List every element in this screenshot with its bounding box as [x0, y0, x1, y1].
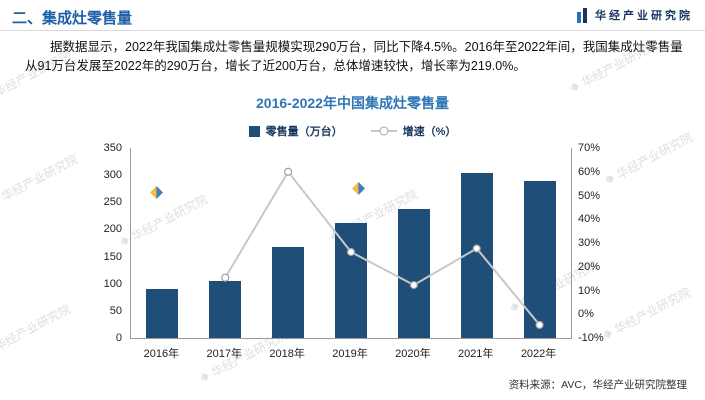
page-title: 二、集成灶零售量	[12, 10, 133, 27]
x-axis-label: 2019年	[332, 348, 368, 360]
bar-series-label: 零售量（万台）	[265, 126, 343, 138]
right-axis-tick: 30%	[578, 237, 601, 249]
line-series-label: 增速（%）	[402, 126, 457, 138]
right-axis-tick: 60%	[578, 165, 601, 178]
bar	[272, 246, 305, 338]
left-axis-tick: 0	[115, 332, 122, 344]
legend-item-line: 增速（%）	[370, 123, 457, 139]
growth-line-layer	[221, 167, 544, 330]
chart-legend: 零售量（万台） 增速（%）	[0, 123, 705, 139]
x-axis-label: 2020年	[395, 348, 431, 360]
x-axis-label: 2022年	[520, 348, 557, 360]
left-axis-tick: 150	[103, 250, 122, 263]
right-axis-tick: 20%	[578, 260, 601, 273]
growth-point-marker	[221, 273, 230, 282]
intro-paragraph: 据数据显示，2022年我国集成灶零售量规模实现290万台，同比下降4.5%。20…	[25, 40, 683, 73]
right-axis-tick: 0%	[578, 308, 594, 321]
x-axis-label: 2021年	[457, 348, 494, 360]
header-divider	[0, 30, 705, 31]
x-axis-label: 2017年	[206, 348, 242, 360]
growth-line	[224, 169, 541, 326]
growth-point-marker	[346, 247, 356, 257]
chart: 0 50 100 150 200 250 300 350 -10% 0% 10% 20% 30% 40% 5…	[0, 140, 705, 375]
left-axis-tick: 300	[103, 169, 122, 182]
left-axis-tick: 250	[103, 196, 122, 209]
growth-point-marker	[409, 280, 418, 290]
source-note: 资料来源：AVC，华经产业研究院整理	[508, 379, 687, 391]
right-axis-tick: 40%	[578, 213, 601, 226]
brand-logo: 华经产业研究院	[577, 7, 693, 23]
right-axis-tick: 50%	[578, 189, 601, 202]
legend-item-bar: 零售量（万台）	[248, 123, 343, 139]
growth-point-marker	[472, 244, 481, 253]
bar-series-swatch	[248, 125, 260, 137]
left-axis-tick: 350	[103, 142, 122, 154]
line-series-swatch	[370, 126, 397, 136]
bar	[146, 288, 179, 338]
growth-point-marker	[535, 320, 544, 330]
bar	[397, 208, 430, 338]
bar	[335, 222, 367, 338]
right-axis-tick: -10%	[578, 332, 604, 344]
right-axis-tick: 10%	[578, 284, 601, 297]
chart-title: 2016-2022年中国集成灶零售量	[256, 95, 449, 111]
line-marker-icon	[379, 126, 389, 136]
left-axis-tick: 50	[109, 304, 122, 317]
growth-point-marker	[284, 167, 293, 176]
left-axis-tick: 100	[103, 277, 122, 290]
left-axis-tick: 200	[103, 223, 122, 236]
x-axis-label: 2018年	[269, 348, 305, 360]
plot-area	[130, 148, 572, 339]
x-axis-label: 2016年	[143, 348, 180, 360]
brand-logo-text: 华经产业研究院	[595, 10, 693, 22]
brand-logo-icon	[577, 7, 590, 23]
right-axis-tick: 70%	[578, 142, 601, 154]
bar	[209, 281, 242, 338]
